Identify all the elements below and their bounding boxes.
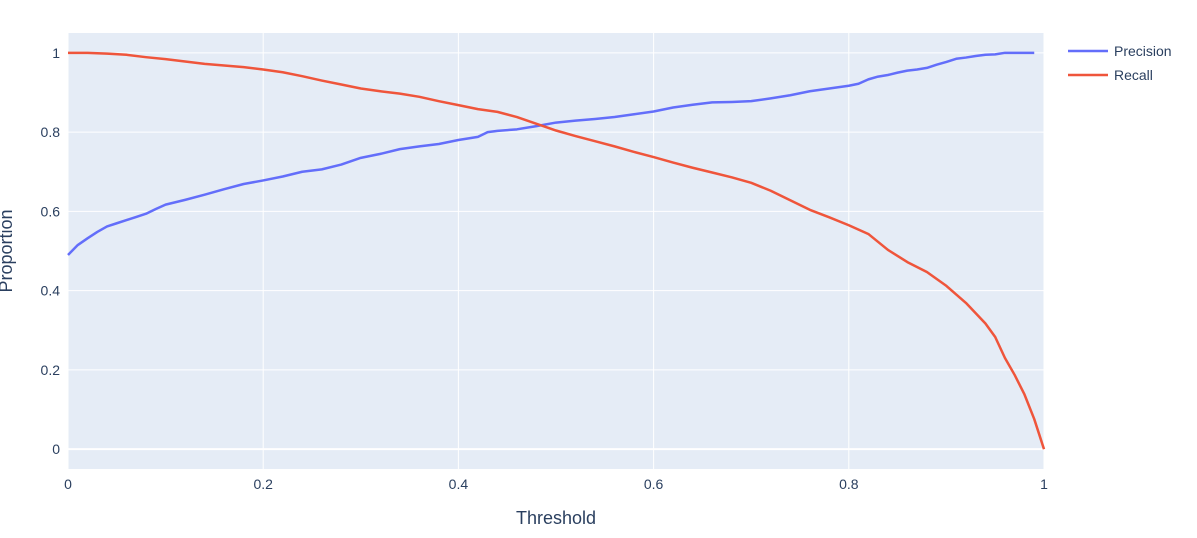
plot-background <box>68 33 1044 469</box>
legend-label-precision[interactable]: Precision <box>1114 43 1172 59</box>
x-tick-label: 0 <box>64 476 72 492</box>
y-axis-title: Proportion <box>0 209 16 292</box>
series-lines <box>67 51 1046 450</box>
grid-lines <box>67 33 1045 469</box>
x-tick-label: 1 <box>1040 476 1048 492</box>
legend-label-recall[interactable]: Recall <box>1114 67 1153 83</box>
x-tick-label: 0.2 <box>253 476 273 492</box>
x-tick-label: 0.4 <box>449 476 469 492</box>
y-tick-label: 1 <box>52 45 60 61</box>
y-tick-label: 0.8 <box>41 124 61 140</box>
legend[interactable]: Precision Recall <box>1068 43 1172 83</box>
y-tick-label: 0 <box>52 441 60 457</box>
y-tick-label: 0.2 <box>41 362 61 378</box>
y-tick-label: 0.4 <box>41 283 61 299</box>
y-tick-label: 0.6 <box>41 203 61 219</box>
series-line-recall <box>68 51 1046 450</box>
x-axis-ticks: 0 0.2 0.4 0.6 0.8 1 <box>64 476 1048 492</box>
x-axis-title: Threshold <box>516 508 596 528</box>
x-tick-label: 0.8 <box>839 476 859 492</box>
series-line-precision <box>67 51 1035 256</box>
y-axis-ticks: 0 0.2 0.4 0.6 0.8 1 <box>41 45 61 457</box>
x-tick-label: 0.6 <box>644 476 664 492</box>
